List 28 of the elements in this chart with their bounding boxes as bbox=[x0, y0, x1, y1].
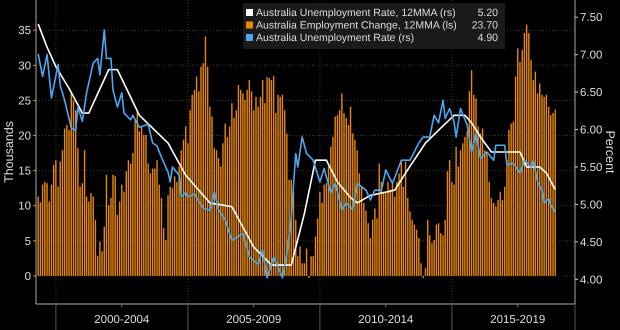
y-tick-label: 25 bbox=[18, 95, 31, 108]
annotation: 23.70 bbox=[472, 20, 498, 32]
y-tick-label: 10 bbox=[18, 200, 31, 213]
annotation: 4.90 bbox=[478, 32, 498, 44]
y2-axis-title: Percent bbox=[603, 130, 617, 174]
y2-tick-label: 7.50 bbox=[580, 12, 602, 24]
y2-tick-label: 4.00 bbox=[580, 274, 602, 286]
x-tick-label: 2015-2019 bbox=[490, 314, 546, 326]
y2-tick-label: 5.00 bbox=[580, 199, 602, 212]
y2-tick-label: 5.50 bbox=[580, 162, 602, 174]
legend-label: Australia Employment Change, 12MMA (ls) bbox=[256, 20, 457, 32]
x-tick-label: 2000-2004 bbox=[94, 314, 150, 326]
y2-tick-label: 6.00 bbox=[580, 124, 602, 137]
x-tick-label: 2005-2009 bbox=[226, 314, 282, 326]
y-tick-label: 0 bbox=[24, 270, 31, 283]
legend-label: Australia Unemployment Rate (rs) bbox=[256, 32, 414, 44]
y-tick-label: 30 bbox=[18, 60, 31, 72]
y-tick-label: 20 bbox=[18, 130, 31, 142]
y2-tick-label: 6.50 bbox=[580, 87, 602, 100]
y-axis-title: Thousands bbox=[2, 121, 16, 183]
y-tick-label: 5 bbox=[24, 236, 31, 248]
y2-tick-label: 4.50 bbox=[580, 236, 602, 249]
annotation: 5.20 bbox=[478, 7, 498, 19]
x-tick-label: 2010-2014 bbox=[358, 314, 414, 326]
legend-label: Australia Unemployment Rate, 12MMA (rs) bbox=[256, 7, 456, 19]
y-tick-label: 15 bbox=[18, 166, 31, 178]
y2-tick-label: 7.00 bbox=[580, 50, 602, 62]
y-tick-label: 35 bbox=[18, 25, 31, 38]
